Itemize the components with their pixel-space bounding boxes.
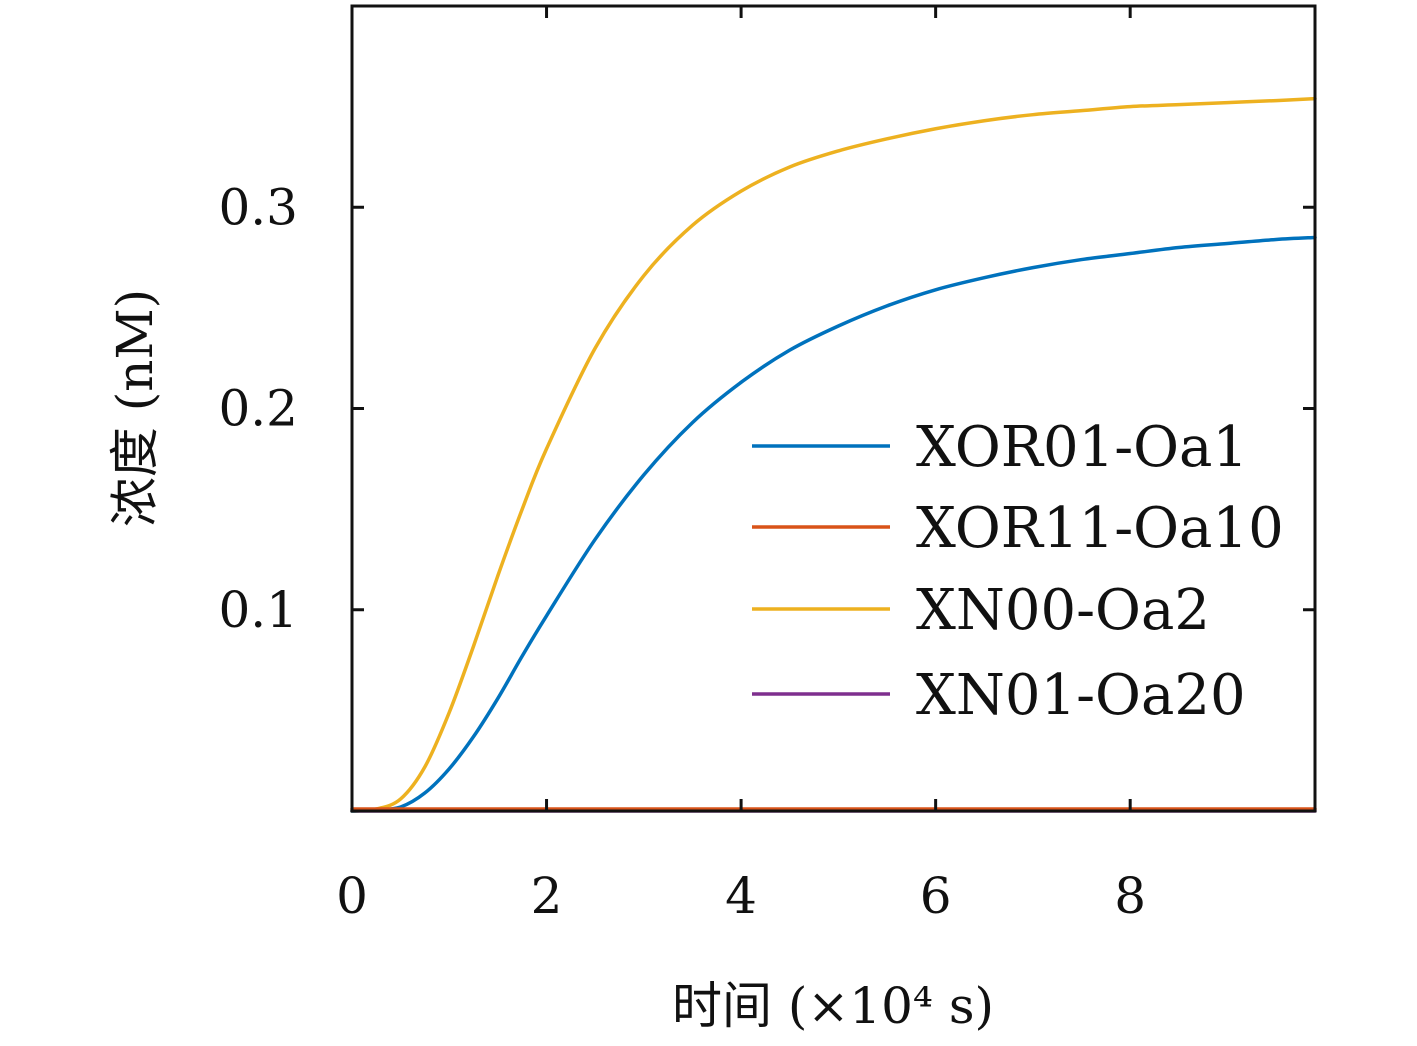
legend-label: XOR11-Oa10 (916, 496, 1284, 561)
plot-frame (350, 4, 1317, 813)
x-tick-label: 6 (920, 867, 952, 925)
legend-label: XN00-Oa2 (916, 578, 1210, 643)
x-tick-label: 2 (531, 867, 563, 925)
y-tick-label: 0.3 (218, 178, 298, 236)
plot-background (352, 6, 1315, 811)
x-tick-labels: 0 2 4 6 8 (336, 867, 1146, 925)
series-line-xor01-oa1 (350, 235, 1317, 813)
y-tick-label: 0.2 (218, 380, 298, 438)
y-axis-title: 浓度 (nM) (106, 289, 164, 527)
x-axis-title: 时间 (×10⁴ s) (672, 977, 994, 1035)
legend-label: XN01-Oa20 (916, 663, 1246, 728)
x-tick-label: 4 (725, 867, 757, 925)
y-tick-labels: 0.1 0.2 0.3 (218, 178, 298, 639)
legend-label: XOR01-Oa1 (916, 415, 1248, 480)
series-line-xn00-oa2 (350, 96, 1317, 813)
x-tick-label: 8 (1114, 867, 1146, 925)
x-tick-label: 0 (336, 867, 368, 925)
y-tick-label: 0.1 (218, 581, 298, 639)
tick-layer (350, 6, 1315, 811)
legend: XOR01-Oa1 XOR11-Oa10 XN00-Oa2 XN01-Oa20 (752, 415, 1284, 728)
